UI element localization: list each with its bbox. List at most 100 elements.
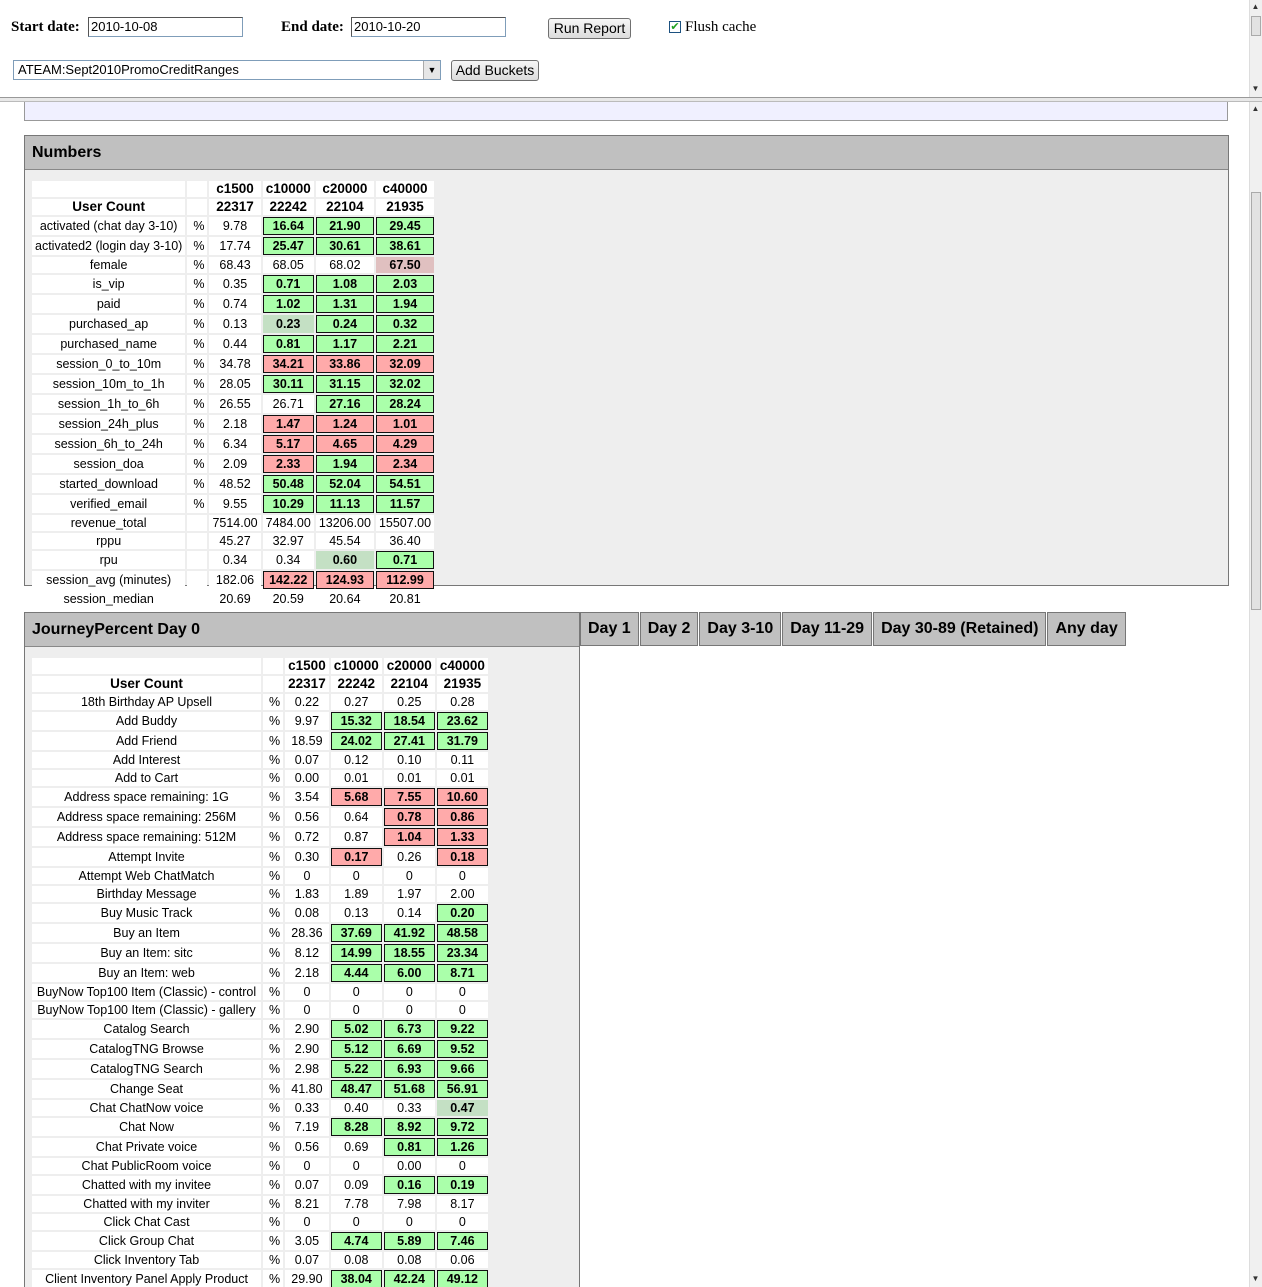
metric-value: 6.00 xyxy=(383,964,435,982)
metric-unit: % xyxy=(263,770,284,786)
metric-unit: % xyxy=(263,1100,284,1116)
top-frame-scrollbar[interactable]: ▲ ▼ xyxy=(1249,0,1262,97)
tab-day[interactable]: Day 1 xyxy=(580,612,639,646)
end-date-input[interactable]: 2010-10-20 xyxy=(351,17,506,37)
column-header: c1500 xyxy=(209,181,261,197)
metric-value: 20.64 xyxy=(315,591,374,607)
scroll-thumb[interactable] xyxy=(1251,16,1261,36)
scroll-down-icon[interactable]: ▼ xyxy=(1251,1274,1260,1283)
metric-value: 8.71 xyxy=(436,964,488,982)
metric-value: 18.55 xyxy=(383,944,435,962)
user-count-label: User Count xyxy=(32,199,186,215)
metric-value: 49.12 xyxy=(436,1270,488,1287)
table-row: session_0_to_10m% 34.78 34.21 33.86 32.09 xyxy=(32,355,435,373)
metric-unit: % xyxy=(187,257,208,273)
metric-value: 1.33 xyxy=(436,828,488,846)
blank-cell xyxy=(32,658,262,674)
metric-value: 0.81 xyxy=(262,335,314,353)
user-count-value: 22104 xyxy=(383,676,435,692)
metric-value: 26.71 xyxy=(262,395,314,413)
metric-label: Address space remaining: 512M xyxy=(32,828,262,846)
column-header: c10000 xyxy=(262,181,314,197)
metric-value: 30.11 xyxy=(262,375,314,393)
metric-label: Client Inventory Panel Apply Product xyxy=(32,1270,262,1287)
metric-value: 0.22 xyxy=(285,694,329,710)
metric-value: 1.01 xyxy=(375,415,435,433)
metric-unit xyxy=(187,591,208,607)
metric-value: 34.21 xyxy=(262,355,314,373)
metric-label: session_24h_plus xyxy=(32,415,186,433)
tab-day[interactable]: Any day xyxy=(1047,612,1126,646)
table-row: Address space remaining: 1G% 3.54 5.68 7.55… xyxy=(32,788,488,806)
metric-unit: % xyxy=(187,495,208,513)
metric-label: purchased_ap xyxy=(32,315,186,333)
user-count-label: User Count xyxy=(32,676,262,692)
metric-value: 8.12 xyxy=(285,944,329,962)
metric-value: 124.93 xyxy=(315,571,374,589)
metric-value: 0.13 xyxy=(330,904,382,922)
add-buckets-button[interactable]: Add Buckets xyxy=(451,60,539,81)
scroll-up-icon[interactable]: ▲ xyxy=(1251,2,1260,11)
metric-value: 0.06 xyxy=(436,1252,488,1268)
content-scrollbar[interactable]: ▲ ▼ xyxy=(1249,102,1262,1287)
metric-unit: % xyxy=(263,1138,284,1156)
start-date-input[interactable]: 2010-10-08 xyxy=(88,17,243,37)
metric-value: 2.18 xyxy=(285,964,329,982)
metric-unit: % xyxy=(263,1158,284,1174)
scroll-down-icon[interactable]: ▼ xyxy=(1251,84,1260,93)
tab-day[interactable]: Day 3-10 xyxy=(699,612,782,646)
table-row: BuyNow Top100 Item (Classic) - gallery% 0… xyxy=(32,1002,488,1018)
table-row: Add Friend% 18.59 24.02 27.41 31.79 xyxy=(32,732,488,750)
tab-day[interactable]: Day 2 xyxy=(639,612,699,646)
flush-cache-checkbox[interactable]: ✔ xyxy=(669,21,681,33)
metric-value: 25.47 xyxy=(262,237,314,255)
metric-unit: % xyxy=(263,1252,284,1268)
metric-value: 0.56 xyxy=(285,808,329,826)
metric-value: 0.33 xyxy=(383,1100,435,1116)
metric-unit xyxy=(187,571,208,589)
metric-value: 31.79 xyxy=(436,732,488,750)
bucket-select[interactable]: ATEAM:Sept2010PromoCreditRanges ▼ xyxy=(13,60,441,80)
metric-value: 33.86 xyxy=(315,355,374,373)
tab-day[interactable]: Day 30-89 (Retained) xyxy=(873,612,1047,646)
metric-unit: % xyxy=(263,924,284,942)
metric-unit: % xyxy=(263,752,284,768)
metric-unit xyxy=(187,551,208,569)
tab-day[interactable]: Day 11-29 xyxy=(782,612,873,646)
metric-value: 1.89 xyxy=(330,886,382,902)
table-row: purchased_ap% 0.13 0.23 0.24 0.32 xyxy=(32,315,435,333)
metric-value: 68.05 xyxy=(262,257,314,273)
metric-value: 11.57 xyxy=(375,495,435,513)
metric-value: 0.07 xyxy=(285,1252,329,1268)
run-report-button[interactable]: Run Report xyxy=(548,18,631,39)
metric-value: 7514.00 xyxy=(209,515,261,531)
metric-label: Catalog Search xyxy=(32,1020,262,1038)
metric-unit: % xyxy=(263,1002,284,1018)
metric-unit: % xyxy=(263,964,284,982)
metric-value: 1.26 xyxy=(436,1138,488,1156)
metric-value: 0.56 xyxy=(285,1138,329,1156)
metric-value: 1.02 xyxy=(262,295,314,313)
metric-value: 0.07 xyxy=(285,752,329,768)
metric-label: session_10m_to_1h xyxy=(32,375,186,393)
scroll-thumb[interactable] xyxy=(1251,192,1261,610)
metric-label: Chatted with my invitee xyxy=(32,1176,262,1194)
metric-unit: % xyxy=(187,415,208,433)
metric-value: 0.24 xyxy=(315,315,374,333)
report-content: Numbers c1500 c10000 c20000 c40000 User Coun… xyxy=(0,102,1250,1287)
metric-value: 50.48 xyxy=(262,475,314,493)
metric-label: female xyxy=(32,257,186,273)
metric-label: session_avg (minutes) xyxy=(32,571,186,589)
scroll-up-icon[interactable]: ▲ xyxy=(1251,104,1260,113)
metric-unit: % xyxy=(187,435,208,453)
chevron-down-icon[interactable]: ▼ xyxy=(423,61,440,79)
metric-unit: % xyxy=(263,1060,284,1078)
metric-value: 15507.00 xyxy=(375,515,435,531)
metric-label: Chatted with my inviter xyxy=(32,1196,262,1212)
metric-value: 8.28 xyxy=(330,1118,382,1136)
table-row: Chatted with my inviter% 8.21 7.78 7.98 8.17 xyxy=(32,1196,488,1212)
metric-value: 0 xyxy=(436,984,488,1000)
metric-unit: % xyxy=(263,1040,284,1058)
frame-divider[interactable] xyxy=(0,97,1262,102)
metric-value: 9.72 xyxy=(436,1118,488,1136)
